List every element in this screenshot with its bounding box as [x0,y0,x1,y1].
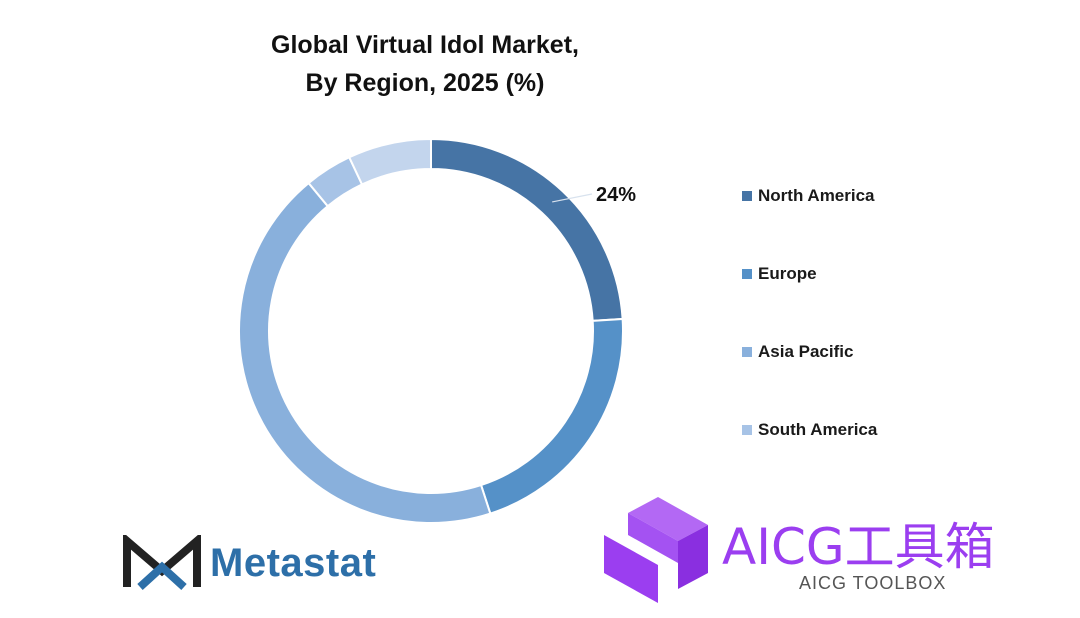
chart-title-line-1: Global Virtual Idol Market, [271,31,579,59]
metastat-logo: Metastat [122,535,376,591]
chart-title-line-2: By Region, 2025 (%) [305,69,545,97]
legend-swatch [742,347,752,357]
slice-middle-east-and-africa [347,137,432,186]
legend-label: Asia Pacific [758,342,854,361]
metastat-m-icon [123,535,201,590]
aicg-cube-icon [604,497,708,603]
legend-swatch [742,425,752,435]
aicg-subtitle: AICG TOOLBOX [799,573,947,593]
legend-item-europe: Europe [742,264,817,284]
legend-swatch [742,191,752,201]
legend-label: South America [758,420,878,439]
data-label-leader-line [552,193,593,203]
aicg-logo: AICG工具箱 AICG TOOLBOX [600,495,1070,610]
legend-label: North America [758,186,875,205]
chart-title: Global Virtual Idol Market, By Region, 2… [200,26,650,102]
slice-north-america [430,137,624,322]
aicg-wordmark: AICG工具箱 [722,518,995,576]
data-label-north-america: 24% [596,184,636,206]
legend-item-north-america: North America [742,186,875,206]
legend-label: Europe [758,264,817,283]
slice-europe [479,317,624,515]
legend-item-asia-pacific: Asia Pacific [742,342,853,362]
legend-swatch [742,269,752,279]
metastat-wordmark: Metastat [210,540,377,585]
slice-asia-pacific [238,181,492,524]
legend-item-south-america: South America [742,420,877,440]
